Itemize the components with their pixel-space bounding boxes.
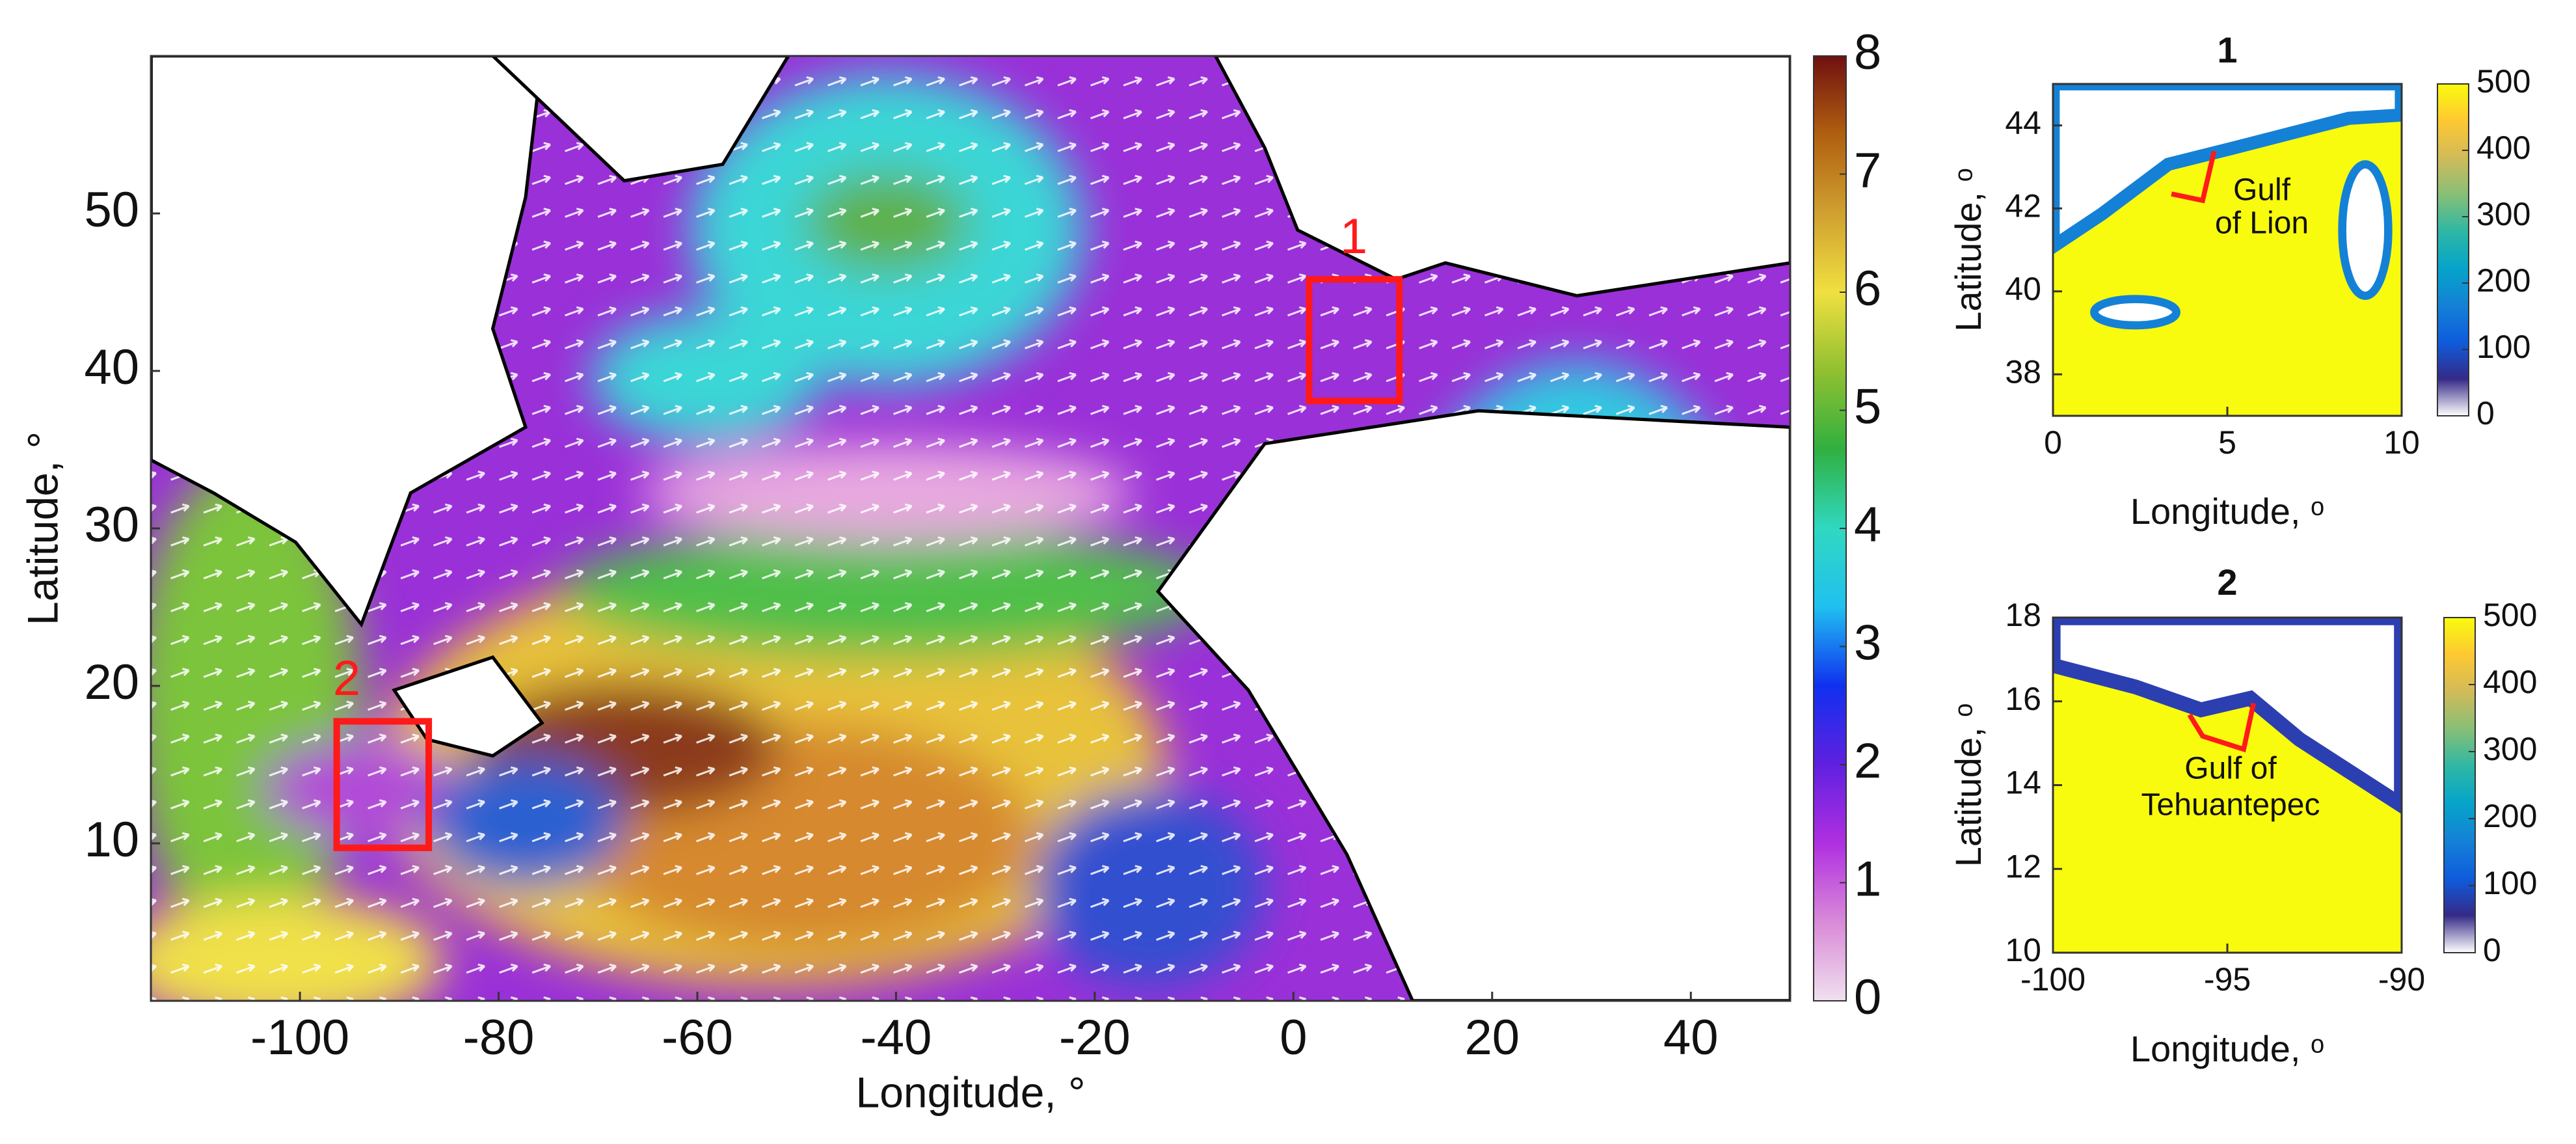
colorbar-tick-label: 1	[1854, 852, 1881, 907]
region-name: Tehuantepec	[2141, 788, 2320, 823]
region-label: 1	[1340, 209, 1367, 264]
region-label: 2	[333, 651, 360, 706]
colorbar-tick-label: 0	[2476, 395, 2495, 431]
colorbar-tick-label: 300	[2476, 196, 2530, 232]
colorbar-tick-label: 3	[1854, 616, 1881, 671]
map-imagery	[151, 55, 2402, 1001]
panel-title: 1	[2217, 29, 2237, 70]
x-tick-label: 0	[2044, 424, 2062, 461]
colorbar-tick-label: 4	[1854, 497, 1881, 552]
y-tick-label: 50	[84, 182, 139, 238]
colorbar-tick-label: 0	[2483, 932, 2501, 968]
y-tick-label: 10	[2005, 932, 2041, 968]
y-tick-label: 30	[84, 497, 139, 552]
x-tick-label: -40	[861, 1010, 932, 1065]
y-tick-label: 38	[2005, 353, 2041, 390]
x-tick-label: -90	[2378, 961, 2425, 998]
colorbar-tick-label: 2	[1854, 733, 1881, 789]
x-tick-label: -80	[463, 1010, 535, 1065]
colorbar-tick-label: 100	[2483, 865, 2537, 901]
colorbar-tick-label: 100	[2476, 329, 2530, 365]
y-axis-label: Latitude, ᵒ	[1948, 703, 1989, 867]
colorbar	[2437, 83, 2469, 416]
region-name: Gulf of	[2184, 752, 2277, 786]
y-tick-label: 16	[2005, 681, 2041, 717]
colorbar-tick-label: 400	[2483, 664, 2537, 700]
x-tick-label: -100	[250, 1010, 349, 1065]
region-name: of Lion	[2215, 206, 2309, 241]
x-tick-label: -95	[2204, 961, 2251, 998]
colorbar-tick-label: 200	[2476, 262, 2530, 299]
colorbar-tick-label: 500	[2476, 63, 2530, 100]
x-tick-label: -20	[1059, 1010, 1131, 1065]
x-axis-label: Longitude, ᵒ	[2130, 491, 2324, 532]
x-tick-label: 40	[1663, 1010, 1719, 1065]
y-tick-label: 20	[84, 655, 139, 710]
colorbar-tick-label: 7	[1854, 143, 1881, 198]
colorbar-tick-label: 500	[2483, 597, 2537, 633]
y-tick-label: 40	[84, 340, 139, 395]
x-tick-label: 20	[1465, 1010, 1520, 1065]
y-tick-label: 18	[2005, 597, 2041, 633]
y-tick-label: 42	[2005, 187, 2041, 224]
x-tick-label: 0	[1280, 1010, 1307, 1065]
colorbar-tick-label: 0	[1854, 970, 1881, 1025]
y-tick-label: 44	[2005, 105, 2041, 141]
colorbar-tick-label: 300	[2483, 731, 2537, 767]
y-axis-label: Latitude, ᵒ	[1948, 168, 1989, 332]
x-tick-label: -60	[662, 1010, 733, 1065]
panel-title: 2	[2217, 562, 2237, 603]
y-tick-label: 14	[2005, 765, 2041, 801]
y-axis-label: Latitude, °	[18, 431, 66, 625]
region-name: Gulf	[2233, 173, 2291, 208]
x-axis-label: Longitude, °	[855, 1068, 1085, 1116]
x-tick-label: -100	[2020, 961, 2086, 998]
colorbar-tick-label: 6	[1854, 261, 1881, 316]
y-tick-label: 10	[84, 812, 139, 867]
colorbar-tick-label: 5	[1854, 379, 1881, 435]
y-tick-label: 12	[2005, 848, 2041, 884]
colorbar-tick-label: 400	[2476, 129, 2530, 166]
x-tick-label: 10	[2383, 424, 2420, 461]
colorbar	[2443, 617, 2476, 953]
colorbar-tick-label: 8	[1854, 25, 1881, 80]
colorbar-tick-label: 200	[2483, 798, 2537, 834]
y-tick-label: 40	[2005, 271, 2041, 307]
x-tick-label: 5	[2218, 424, 2236, 461]
x-axis-label: Longitude, ᵒ	[2130, 1028, 2324, 1069]
